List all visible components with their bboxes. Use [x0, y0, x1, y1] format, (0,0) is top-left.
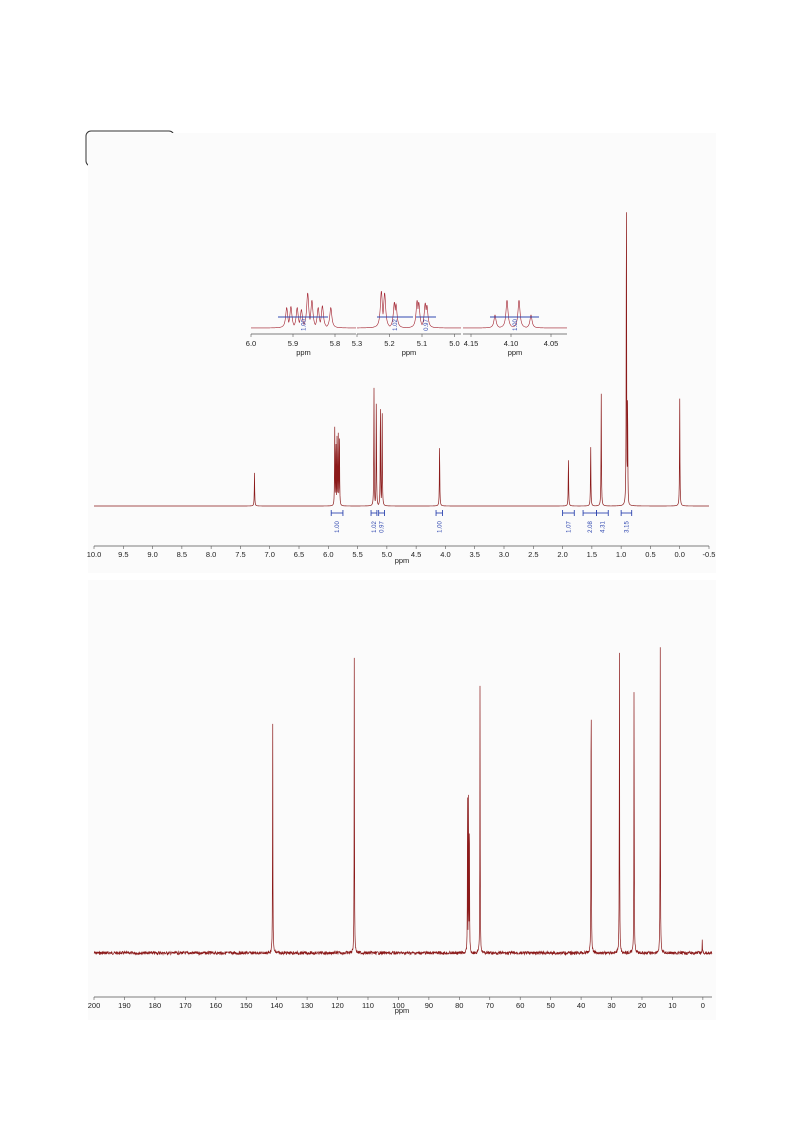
h-tick-label: 4.5	[411, 550, 421, 559]
h-inset-tick-label: 5.1	[417, 339, 427, 348]
c-tick-label: 200	[88, 1001, 101, 1010]
h-tick-label: -0.5	[703, 550, 716, 559]
h-inset-tick-label: 4.05	[544, 339, 559, 348]
h-inset-2: 5.3 5.2 5.1 5.0 ppm 1.02 0.97	[352, 291, 461, 357]
h-tick-label: 8.5	[177, 550, 187, 559]
h-tick-label: 1.5	[587, 550, 597, 559]
h-plot-background	[88, 133, 716, 573]
c-tick-label: 170	[179, 1001, 192, 1010]
h-x-axis: 10.0 9.5 9.0 8.5 8.0 7.5 7.0 6.5 6.0 5.5 5.0 4.5 4.0…	[87, 545, 716, 559]
c-tick-label: 110	[362, 1001, 374, 1010]
h-integration-label: 1.00	[437, 521, 443, 533]
h-integration-group: 1.00 1.02 0.97 1.00 1.07 2.08 4.31 3.15	[330, 510, 633, 533]
h-integration-label: 0.97	[380, 521, 386, 533]
c-tick-label: 30	[607, 1001, 615, 1010]
h-inset-tick-label: 5.3	[352, 339, 362, 348]
c-tick-label: 60	[516, 1001, 524, 1010]
h-integration-label: 1.07	[566, 521, 572, 533]
c-tick-label: 140	[270, 1001, 283, 1010]
h-tick-label: 0.5	[645, 550, 655, 559]
h-tick-label: 8.0	[206, 550, 216, 559]
h-tick-label: 5.0	[382, 550, 392, 559]
h-inset-tick-label: 5.2	[384, 339, 394, 348]
h-tick-label: 3.5	[469, 550, 479, 559]
h-tick-label: 2.0	[557, 550, 567, 559]
h-tick-label: 6.0	[323, 550, 333, 559]
c-tick-label: 130	[301, 1001, 314, 1010]
h-inset-trace	[251, 292, 356, 329]
c-tick-label: 80	[455, 1001, 463, 1010]
h-tick-label: 0.0	[674, 550, 684, 559]
h-inset-tick-label: 6.0	[246, 339, 256, 348]
h-integration-label: 3.15	[624, 521, 630, 533]
c-spectrum-trace	[93, 647, 713, 956]
h-inset-tick-label: 5.0	[449, 339, 459, 348]
h-integration-label: 1.02	[372, 521, 378, 533]
h-inset-integration-label: 0.97	[424, 319, 430, 331]
h-integration-label: 1.00	[335, 521, 341, 533]
h-inset-integration-label: 1.00	[513, 319, 519, 331]
c-tick-label: 40	[577, 1001, 585, 1010]
h-tick-label: 1.0	[616, 550, 626, 559]
c-tick-label: 90	[425, 1001, 433, 1010]
h-inset-x-axis-label: ppm	[508, 348, 523, 357]
h-tick-label: 2.5	[528, 550, 538, 559]
c-tick-label: 160	[210, 1001, 223, 1010]
h-tick-label: 10.0	[87, 550, 102, 559]
h-tick-label: 5.5	[352, 550, 362, 559]
c-tick-label: 70	[486, 1001, 494, 1010]
c-x-axis-label: ppm	[395, 1006, 410, 1015]
c-x-axis: 200 190 180 170 160 150 140 130 120 110 100 90 80 70 6…	[88, 996, 712, 1010]
h-inset-trace	[463, 300, 567, 329]
h-tick-label: 6.5	[294, 550, 304, 559]
h-inset-x-axis-label: ppm	[402, 348, 417, 357]
h-inset-integration-label: 1.00	[302, 319, 308, 331]
h-inset-3: 4.15 4.10 4.05 ppm 1.00	[463, 300, 567, 357]
c-nmr-spectrum: 200 190 180 170 160 150 140 130 120 110 100 90 80 70 6…	[88, 580, 716, 1020]
h-integration-label: 2.08	[588, 521, 594, 533]
h-inset-1: 6.0 5.9 5.8 ppm 1.00	[246, 292, 356, 357]
h-integration-label: 4.31	[600, 521, 606, 533]
h-tick-label: 3.0	[499, 550, 509, 559]
c-tick-label: 100	[392, 1001, 405, 1010]
h-x-axis-label: ppm	[395, 556, 410, 565]
c-tick-label: 150	[240, 1001, 253, 1010]
h-inset-x-axis-label: ppm	[296, 348, 311, 357]
c-tick-label: 0	[701, 1001, 705, 1010]
h-inset-group: 6.0 5.9 5.8 ppm 1.00 5.3 5.2 5.1 5.0 ppm 1.02 0.97 4…	[246, 291, 567, 357]
h-tick-label: 9.5	[118, 550, 128, 559]
c-tick-label: 120	[331, 1001, 344, 1010]
h-tick-label: 7.0	[264, 550, 274, 559]
h-tick-label: 4.0	[440, 550, 450, 559]
h-tick-label: 7.5	[235, 550, 245, 559]
h-spectrum-trace	[94, 212, 709, 507]
h-inset-integration-label: 1.02	[393, 319, 399, 331]
c-tick-label: 10	[668, 1001, 676, 1010]
c-plot-background	[88, 580, 716, 1020]
c-tick-label: 20	[638, 1001, 646, 1010]
c-tick-label: 50	[546, 1001, 554, 1010]
c-tick-label: 190	[118, 1001, 131, 1010]
h-inset-tick-label: 5.9	[288, 339, 298, 348]
h-inset-tick-label: 5.8	[330, 339, 340, 348]
c-tick-label: 180	[149, 1001, 162, 1010]
h-inset-tick-label: 4.10	[504, 339, 519, 348]
h-tick-label: 9.0	[147, 550, 157, 559]
h-inset-trace	[357, 291, 461, 329]
h-inset-tick-label: 4.15	[464, 339, 479, 348]
